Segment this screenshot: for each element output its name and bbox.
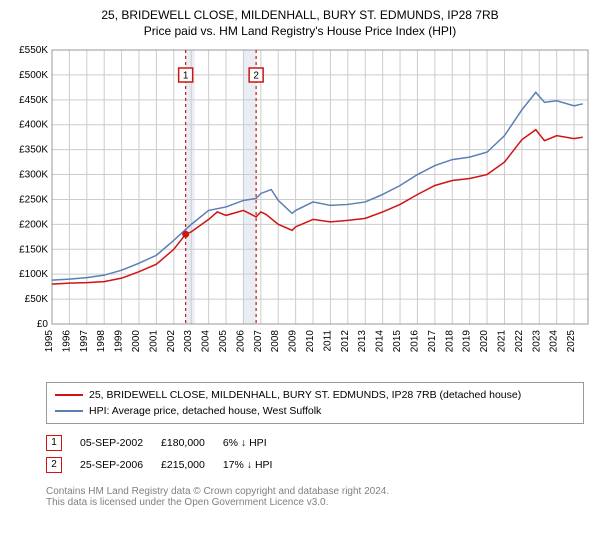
y-tick-label: £350K xyxy=(19,145,48,156)
x-tick-label: 2016 xyxy=(409,330,420,353)
event-diff: 6% ↓ HPI xyxy=(223,432,291,454)
attribution-footer: Contains HM Land Registry data © Crown c… xyxy=(46,486,584,508)
series-hpi xyxy=(52,92,583,280)
event-row: 225-SEP-2006£215,00017% ↓ HPI xyxy=(46,454,290,476)
x-tick-label: 2014 xyxy=(375,330,386,353)
x-tick-label: 2003 xyxy=(183,330,194,353)
series-price_paid xyxy=(52,130,583,284)
event-price: £215,000 xyxy=(161,454,223,476)
chart-sub-title: Price paid vs. HM Land Registry's House … xyxy=(8,24,592,38)
legend-row: 25, BRIDEWELL CLOSE, MILDENHALL, BURY ST… xyxy=(55,387,575,403)
event-band xyxy=(243,50,256,324)
x-tick-label: 2018 xyxy=(444,330,455,353)
footer-line-2: This data is licensed under the Open Gov… xyxy=(46,497,584,508)
x-tick-label: 2012 xyxy=(340,330,351,353)
x-tick-label: 2010 xyxy=(305,330,316,353)
legend-swatch xyxy=(55,394,83,396)
x-tick-label: 2009 xyxy=(288,330,299,353)
event-marker-cell: 2 xyxy=(46,454,80,476)
y-tick-label: £550K xyxy=(19,45,48,56)
y-tick-label: £500K xyxy=(19,70,48,81)
x-tick-label: 2015 xyxy=(392,330,403,353)
x-tick-label: 1996 xyxy=(61,330,72,353)
y-tick-label: £150K xyxy=(19,244,48,255)
footer-line-1: Contains HM Land Registry data © Crown c… xyxy=(46,486,584,497)
x-tick-label: 2023 xyxy=(531,330,542,353)
legend-swatch xyxy=(55,410,83,412)
event-dot xyxy=(182,231,189,238)
events-table: 105-SEP-2002£180,0006% ↓ HPI225-SEP-2006… xyxy=(46,432,290,476)
chart-area: £0 £50K £100K £150K £200K £250K £300K £350K £400… xyxy=(8,44,592,374)
legend: 25, BRIDEWELL CLOSE, MILDENHALL, BURY ST… xyxy=(46,382,584,424)
x-tick-label: 2000 xyxy=(131,330,142,353)
legend-label: 25, BRIDEWELL CLOSE, MILDENHALL, BURY ST… xyxy=(89,387,521,403)
event-date: 25-SEP-2006 xyxy=(80,454,161,476)
event-date: 05-SEP-2002 xyxy=(80,432,161,454)
event-marker-number: 1 xyxy=(183,71,189,82)
x-tick-label: 2013 xyxy=(357,330,368,353)
x-tick-label: 2007 xyxy=(253,330,264,353)
y-tick-label: £100K xyxy=(19,269,48,280)
x-tick-label: 2001 xyxy=(148,330,159,353)
x-tick-label: 2011 xyxy=(322,330,333,352)
x-tick-label: 1995 xyxy=(44,330,55,353)
x-tick-label: 2024 xyxy=(549,330,560,353)
x-tick-label: 2002 xyxy=(166,330,177,353)
event-row: 105-SEP-2002£180,0006% ↓ HPI xyxy=(46,432,290,454)
x-tick-label: 1998 xyxy=(96,330,107,353)
x-tick-label: 2006 xyxy=(235,330,246,353)
y-tick-label: £200K xyxy=(19,219,48,230)
x-tick-label: 2021 xyxy=(496,330,507,353)
event-diff: 17% ↓ HPI xyxy=(223,454,291,476)
x-tick-label: 2004 xyxy=(201,330,212,353)
x-tick-label: 2017 xyxy=(427,330,438,353)
y-tick-label: £300K xyxy=(19,170,48,181)
event-price: £180,000 xyxy=(161,432,223,454)
x-tick-label: 2005 xyxy=(218,330,229,353)
x-tick-label: 2008 xyxy=(270,330,281,353)
x-tick-label: 2025 xyxy=(566,330,577,353)
y-tick-label: £400K xyxy=(19,120,48,131)
legend-row: HPI: Average price, detached house, West… xyxy=(55,403,575,419)
y-tick-label: £450K xyxy=(19,95,48,106)
x-tick-label: 2019 xyxy=(462,330,473,353)
x-tick-label: 2022 xyxy=(514,330,525,353)
chart-main-title: 25, BRIDEWELL CLOSE, MILDENHALL, BURY ST… xyxy=(8,8,592,22)
event-band xyxy=(186,50,195,324)
plot-border xyxy=(52,50,588,324)
event-marker-number: 2 xyxy=(253,71,259,82)
x-tick-label: 1997 xyxy=(79,330,90,353)
y-tick-label: £0 xyxy=(37,319,49,330)
x-tick-label: 2020 xyxy=(479,330,490,353)
title-block: 25, BRIDEWELL CLOSE, MILDENHALL, BURY ST… xyxy=(8,8,592,38)
x-tick-label: 1999 xyxy=(114,330,125,353)
y-tick-label: £50K xyxy=(25,294,49,305)
chart-svg: £0 £50K £100K £150K £200K £250K £300K £350K £400… xyxy=(8,44,592,374)
legend-label: HPI: Average price, detached house, West… xyxy=(89,403,321,419)
event-marker-cell: 1 xyxy=(46,432,80,454)
y-tick-label: £250K xyxy=(19,194,48,205)
